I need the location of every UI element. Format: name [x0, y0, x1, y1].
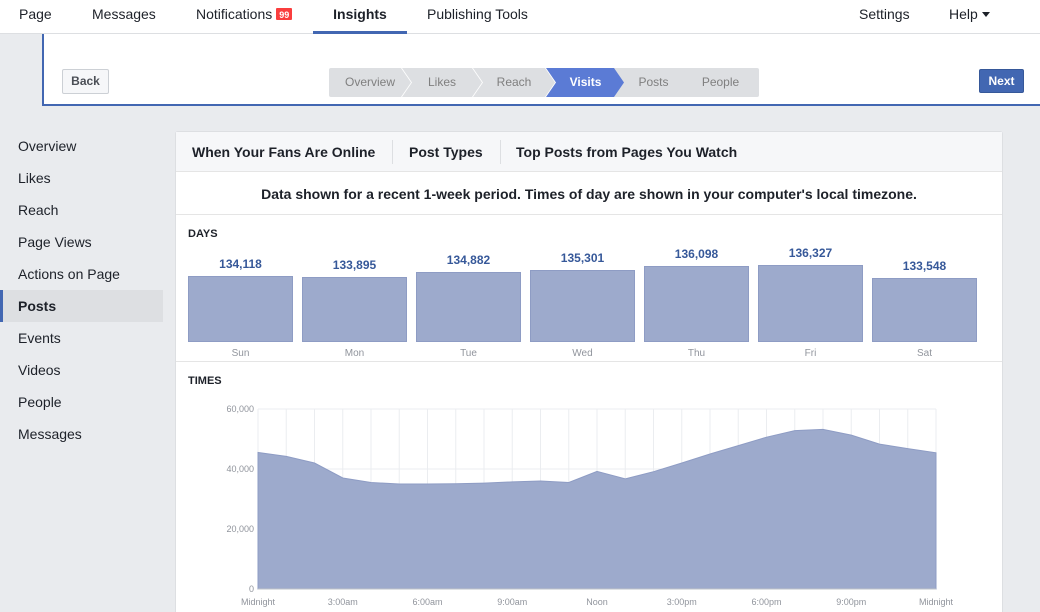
x-tick-label: Noon [586, 597, 608, 607]
x-tick-label: Midnight [919, 597, 954, 607]
day-label-tue: Tue [460, 348, 477, 359]
top-nav: Page Messages Notifications 99 Insights P… [0, 0, 1040, 34]
day-bar-sat[interactable] [872, 278, 977, 342]
times-title: TIMES [188, 375, 222, 387]
sidebar-item-actions-on-page[interactable]: Actions on Page [18, 266, 120, 282]
day-bar-tue[interactable] [416, 272, 521, 342]
nav-messages-label: Messages [92, 6, 156, 22]
sidebar: Overview Likes Reach Page Views Actions … [0, 130, 163, 450]
sidebar-item-page-views[interactable]: Page Views [18, 234, 92, 250]
days-title: DAYS [188, 228, 218, 240]
next-button[interactable]: Next [979, 69, 1024, 93]
day-label-sat: Sat [916, 348, 932, 359]
y-tick-label: 0 [249, 584, 254, 594]
sidebar-item-overview[interactable]: Overview [18, 138, 77, 154]
wizard-bar: Back Overview Likes Reach Visits Posts P… [42, 34, 1040, 106]
times-area [257, 428, 937, 590]
day-value-mon: 133,895 [332, 258, 377, 272]
times-area-chart: 0 20,000 40,000 60,000 Midnight 3:00am 6:00am 9… [226, 404, 954, 607]
day-bar-wed[interactable] [530, 270, 635, 342]
day-value-sat: 133,548 [902, 259, 947, 273]
sidebar-item-reach[interactable]: Reach [18, 202, 59, 218]
x-tick-label: 9:00am [497, 597, 527, 607]
back-button[interactable]: Back [62, 69, 109, 94]
day-value-fri: 136,327 [788, 246, 833, 260]
x-tick-label: 6:00pm [751, 597, 781, 607]
y-tick-label: 40,000 [226, 464, 254, 474]
tab-top-posts[interactable]: Top Posts from Pages You Watch [516, 144, 738, 160]
step-reach[interactable]: Reach [473, 68, 555, 97]
nav-insights[interactable]: Insights [313, 0, 407, 34]
day-bar-fri[interactable] [758, 265, 863, 342]
nav-page-label: Page [19, 6, 52, 22]
sidebar-item-videos[interactable]: Videos [18, 362, 61, 378]
sidebar-item-posts[interactable]: Posts [0, 290, 163, 322]
day-label-sun: Sun [231, 348, 250, 359]
step-visits[interactable]: Visits [546, 68, 625, 97]
tab-divider [500, 140, 501, 164]
x-tick-label: 6:00am [412, 597, 442, 607]
step-likes[interactable]: Likes [402, 68, 482, 97]
y-tick-label: 20,000 [226, 524, 254, 534]
nav-settings-label: Settings [859, 6, 910, 22]
day-label-fri: Fri [804, 348, 817, 359]
day-label-wed: Wed [572, 348, 593, 359]
nav-insights-label: Insights [333, 6, 387, 22]
sidebar-item-people[interactable]: People [18, 394, 62, 410]
nav-notifications-label: Notifications [196, 6, 273, 22]
sidebar-item-events[interactable]: Events [18, 330, 61, 346]
day-label-mon: Mon [344, 348, 365, 359]
wizard-steps: Overview Likes Reach Visits Posts People [329, 68, 759, 97]
tab-post-types[interactable]: Post Types [409, 144, 483, 160]
nav-help-label: Help [949, 6, 978, 22]
nav-settings[interactable]: Settings [859, 0, 910, 34]
step-posts[interactable]: Posts [614, 68, 693, 97]
days-chart: DAYS 134,118 Sun 133,895 Mon 134,882 Tue 135,3… [176, 216, 1002, 362]
sidebar-item-likes[interactable]: Likes [18, 170, 51, 186]
notifications-badge: 99 [275, 7, 294, 21]
chevron-down-icon [981, 12, 990, 17]
nav-publishing-tools-label: Publishing Tools [427, 6, 528, 22]
y-tick-label: 60,000 [226, 404, 254, 414]
day-value-tue: 134,882 [446, 253, 491, 267]
nav-page[interactable]: Page [19, 0, 52, 34]
day-value-sun: 134,118 [219, 257, 262, 271]
nav-messages[interactable]: Messages [92, 0, 156, 34]
tab-divider [392, 140, 393, 164]
panel-tabs: When Your Fans Are Online Post Types Top… [176, 132, 1002, 172]
sidebar-item-messages[interactable]: Messages [18, 426, 82, 442]
day-label-thu: Thu [687, 348, 706, 359]
day-bar-mon[interactable] [302, 277, 407, 342]
x-tick-label: 3:00pm [667, 597, 697, 607]
tab-when-fans-online[interactable]: When Your Fans Are Online [192, 144, 376, 160]
x-tick-label: Midnight [241, 597, 276, 607]
timezone-notice: Data shown for a recent 1-week period. T… [176, 173, 1002, 215]
nav-publishing-tools[interactable]: Publishing Tools [427, 0, 528, 34]
nav-help[interactable]: Help [949, 0, 990, 34]
day-bar-thu[interactable] [644, 266, 749, 342]
day-value-thu: 136,098 [674, 247, 719, 261]
x-tick-label: 9:00pm [836, 597, 866, 607]
day-value-wed: 135,301 [560, 251, 605, 265]
x-tick-label: 3:00am [328, 597, 358, 607]
day-bar-sun[interactable] [188, 276, 293, 342]
insights-panel: When Your Fans Are Online Post Types Top… [175, 131, 1003, 612]
times-chart: TIMES 0 20,000 40,000 60,000 Midnight 3:00am 6… [176, 363, 1002, 612]
step-people[interactable]: People [682, 68, 759, 97]
nav-notifications[interactable]: Notifications 99 [196, 0, 294, 34]
step-overview[interactable]: Overview [329, 68, 411, 97]
